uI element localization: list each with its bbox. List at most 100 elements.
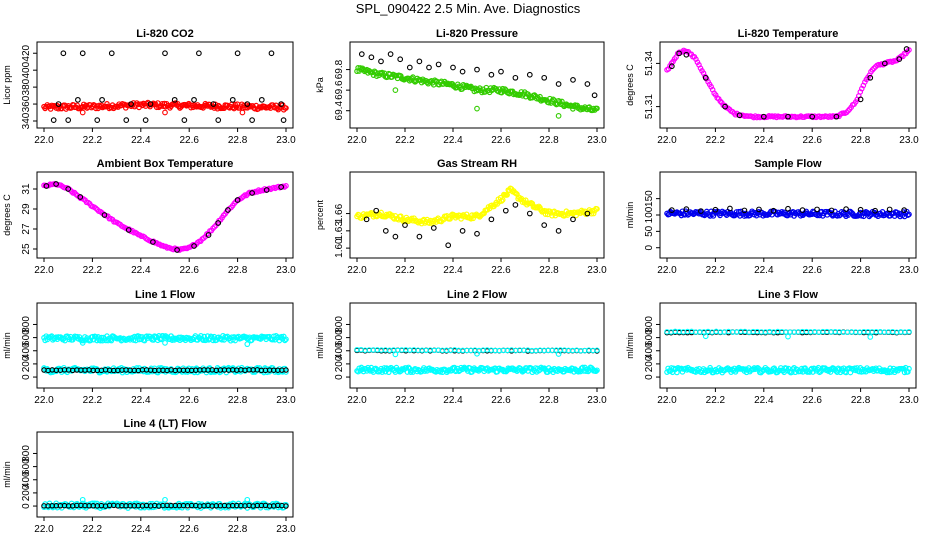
data-point: [594, 347, 600, 353]
y-tick-label: 0: [644, 245, 655, 251]
data-point: [229, 96, 236, 103]
series-black: [43, 181, 285, 253]
series-cyan-upper: [354, 346, 600, 354]
data-point: [475, 212, 482, 219]
data-point: [65, 117, 72, 124]
x-tick-label: 22.8: [539, 135, 559, 146]
x-tick-label: 22.4: [131, 265, 151, 276]
data-point: [406, 64, 413, 71]
data-point: [903, 46, 910, 52]
chart-panel-10: Line 4 (LT) Flow ml/min 22.0 22.2 22.4 22.6 22…: [2, 418, 296, 535]
data-point: [702, 333, 709, 340]
y-axis-label: ml/min: [315, 332, 325, 359]
data-point: [754, 364, 761, 371]
chart-panel-1: Li-820 CO2 Licor ppm 22.0 22.2 22.4 22.6 22.8 2…: [2, 28, 296, 146]
x-tick-label: 22.6: [179, 395, 199, 406]
series-cyan-outliers: [392, 350, 562, 358]
data-point: [249, 190, 255, 196]
data-point: [382, 227, 389, 234]
y-tick-label: 0: [644, 374, 655, 380]
plot-frame: [659, 302, 917, 389]
data-point: [174, 100, 181, 107]
data-point: [867, 334, 874, 340]
data-point: [445, 242, 452, 249]
x-tick-label: 22.0: [347, 265, 367, 276]
data-point: [150, 239, 156, 245]
chart-title: Line 1 Flow: [135, 289, 195, 301]
data-point: [712, 206, 719, 213]
data-point: [459, 68, 466, 75]
x-tick-label: 22.4: [443, 395, 463, 406]
x-tick-label: 22.4: [443, 135, 463, 146]
x-tick-label: 22.8: [539, 265, 559, 276]
data-point: [770, 207, 777, 214]
data-point: [426, 64, 432, 71]
data-point: [367, 368, 373, 374]
data-point: [162, 340, 168, 346]
y-tick-label: 200: [644, 355, 655, 372]
data-point: [857, 206, 864, 213]
x-tick-label: 22.8: [228, 395, 248, 406]
x-tick-label: 22.4: [754, 395, 774, 406]
data-point: [55, 101, 62, 107]
chart-panel-5: Gas Stream RH percent 22.0 22.2 22.4 22.6 22.8…: [315, 158, 607, 276]
data-point: [789, 369, 795, 376]
series-green-outliers: [392, 87, 562, 119]
data-point: [280, 117, 287, 124]
data-point: [418, 220, 425, 227]
x-tick-label: 23.0: [587, 265, 607, 276]
data-point: [77, 194, 84, 200]
y-tick-label: 50: [644, 225, 655, 237]
data-point: [879, 367, 886, 373]
y-tick-label: 0: [334, 374, 345, 380]
data-point: [881, 60, 888, 67]
data-point: [405, 364, 412, 371]
data-point: [799, 365, 805, 372]
data-point: [65, 186, 72, 192]
series-black: [363, 202, 591, 249]
x-tick-label: 22.4: [754, 135, 774, 146]
data-point: [249, 117, 255, 124]
data-point: [254, 365, 261, 371]
y-tick-label: 25: [21, 243, 32, 255]
x-tick-label: 23.0: [276, 135, 296, 146]
y-tick-label: 69.8: [334, 59, 345, 79]
data-point: [108, 50, 115, 57]
data-point: [905, 369, 911, 375]
data-point: [282, 337, 288, 344]
y-tick-label: 0: [21, 374, 32, 380]
data-point: [191, 96, 197, 103]
x-tick-label: 22.2: [706, 395, 726, 406]
data-point: [147, 101, 154, 107]
data-point: [552, 100, 559, 107]
data-point: [283, 105, 289, 111]
data-point: [156, 365, 162, 371]
data-point: [234, 197, 241, 203]
data-point: [474, 230, 480, 237]
y-tick-label: 51.31: [644, 94, 655, 119]
x-tick-label: 22.2: [706, 265, 726, 276]
data-point: [594, 105, 600, 112]
y-tick-label: 360: [21, 95, 32, 112]
y-axis-label: ml/min: [2, 332, 12, 359]
data-point: [474, 66, 480, 73]
data-point: [447, 216, 453, 222]
x-tick-label: 22.0: [657, 135, 677, 146]
x-tick-label: 22.4: [754, 265, 774, 276]
series-cyan: [41, 332, 289, 344]
series-cyan-upper: [664, 328, 912, 335]
data-point: [123, 117, 130, 124]
data-point: [809, 113, 816, 120]
data-point: [698, 208, 704, 214]
plot-frame: [659, 41, 917, 129]
chart-panel-3: Li-820 Temperature degrees C 22.0 22.2 22.4 2…: [625, 28, 919, 146]
data-point: [269, 336, 276, 343]
data-point: [584, 81, 591, 87]
data-point: [683, 206, 690, 212]
data-point: [53, 181, 59, 187]
data-point: [215, 220, 222, 226]
y-axis-label: ml/min: [625, 332, 635, 359]
data-point: [234, 50, 241, 57]
x-tick-label: 22.6: [802, 135, 822, 146]
series-cyan: [664, 364, 912, 376]
